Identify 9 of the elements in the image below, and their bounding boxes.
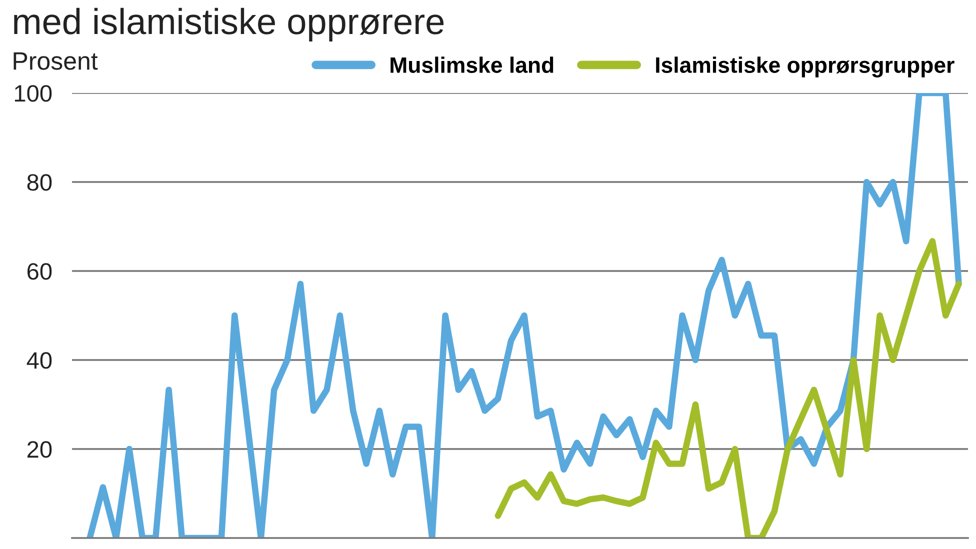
- y-tick-label: 60: [27, 263, 52, 280]
- y-axis-title: Prosent: [14, 52, 98, 70]
- legend-label: Muslimske land: [390, 56, 554, 73]
- y-tick-label: 40: [26, 352, 52, 369]
- chart-title: med islamistiske opprørere: [14, 8, 444, 42]
- y-tick-label: 20: [27, 441, 52, 458]
- y-tick-label: 100: [14, 85, 52, 102]
- legend-label: Islamistiske opprørsgrupper: [656, 56, 954, 78]
- y-tick-label: 80: [27, 174, 52, 191]
